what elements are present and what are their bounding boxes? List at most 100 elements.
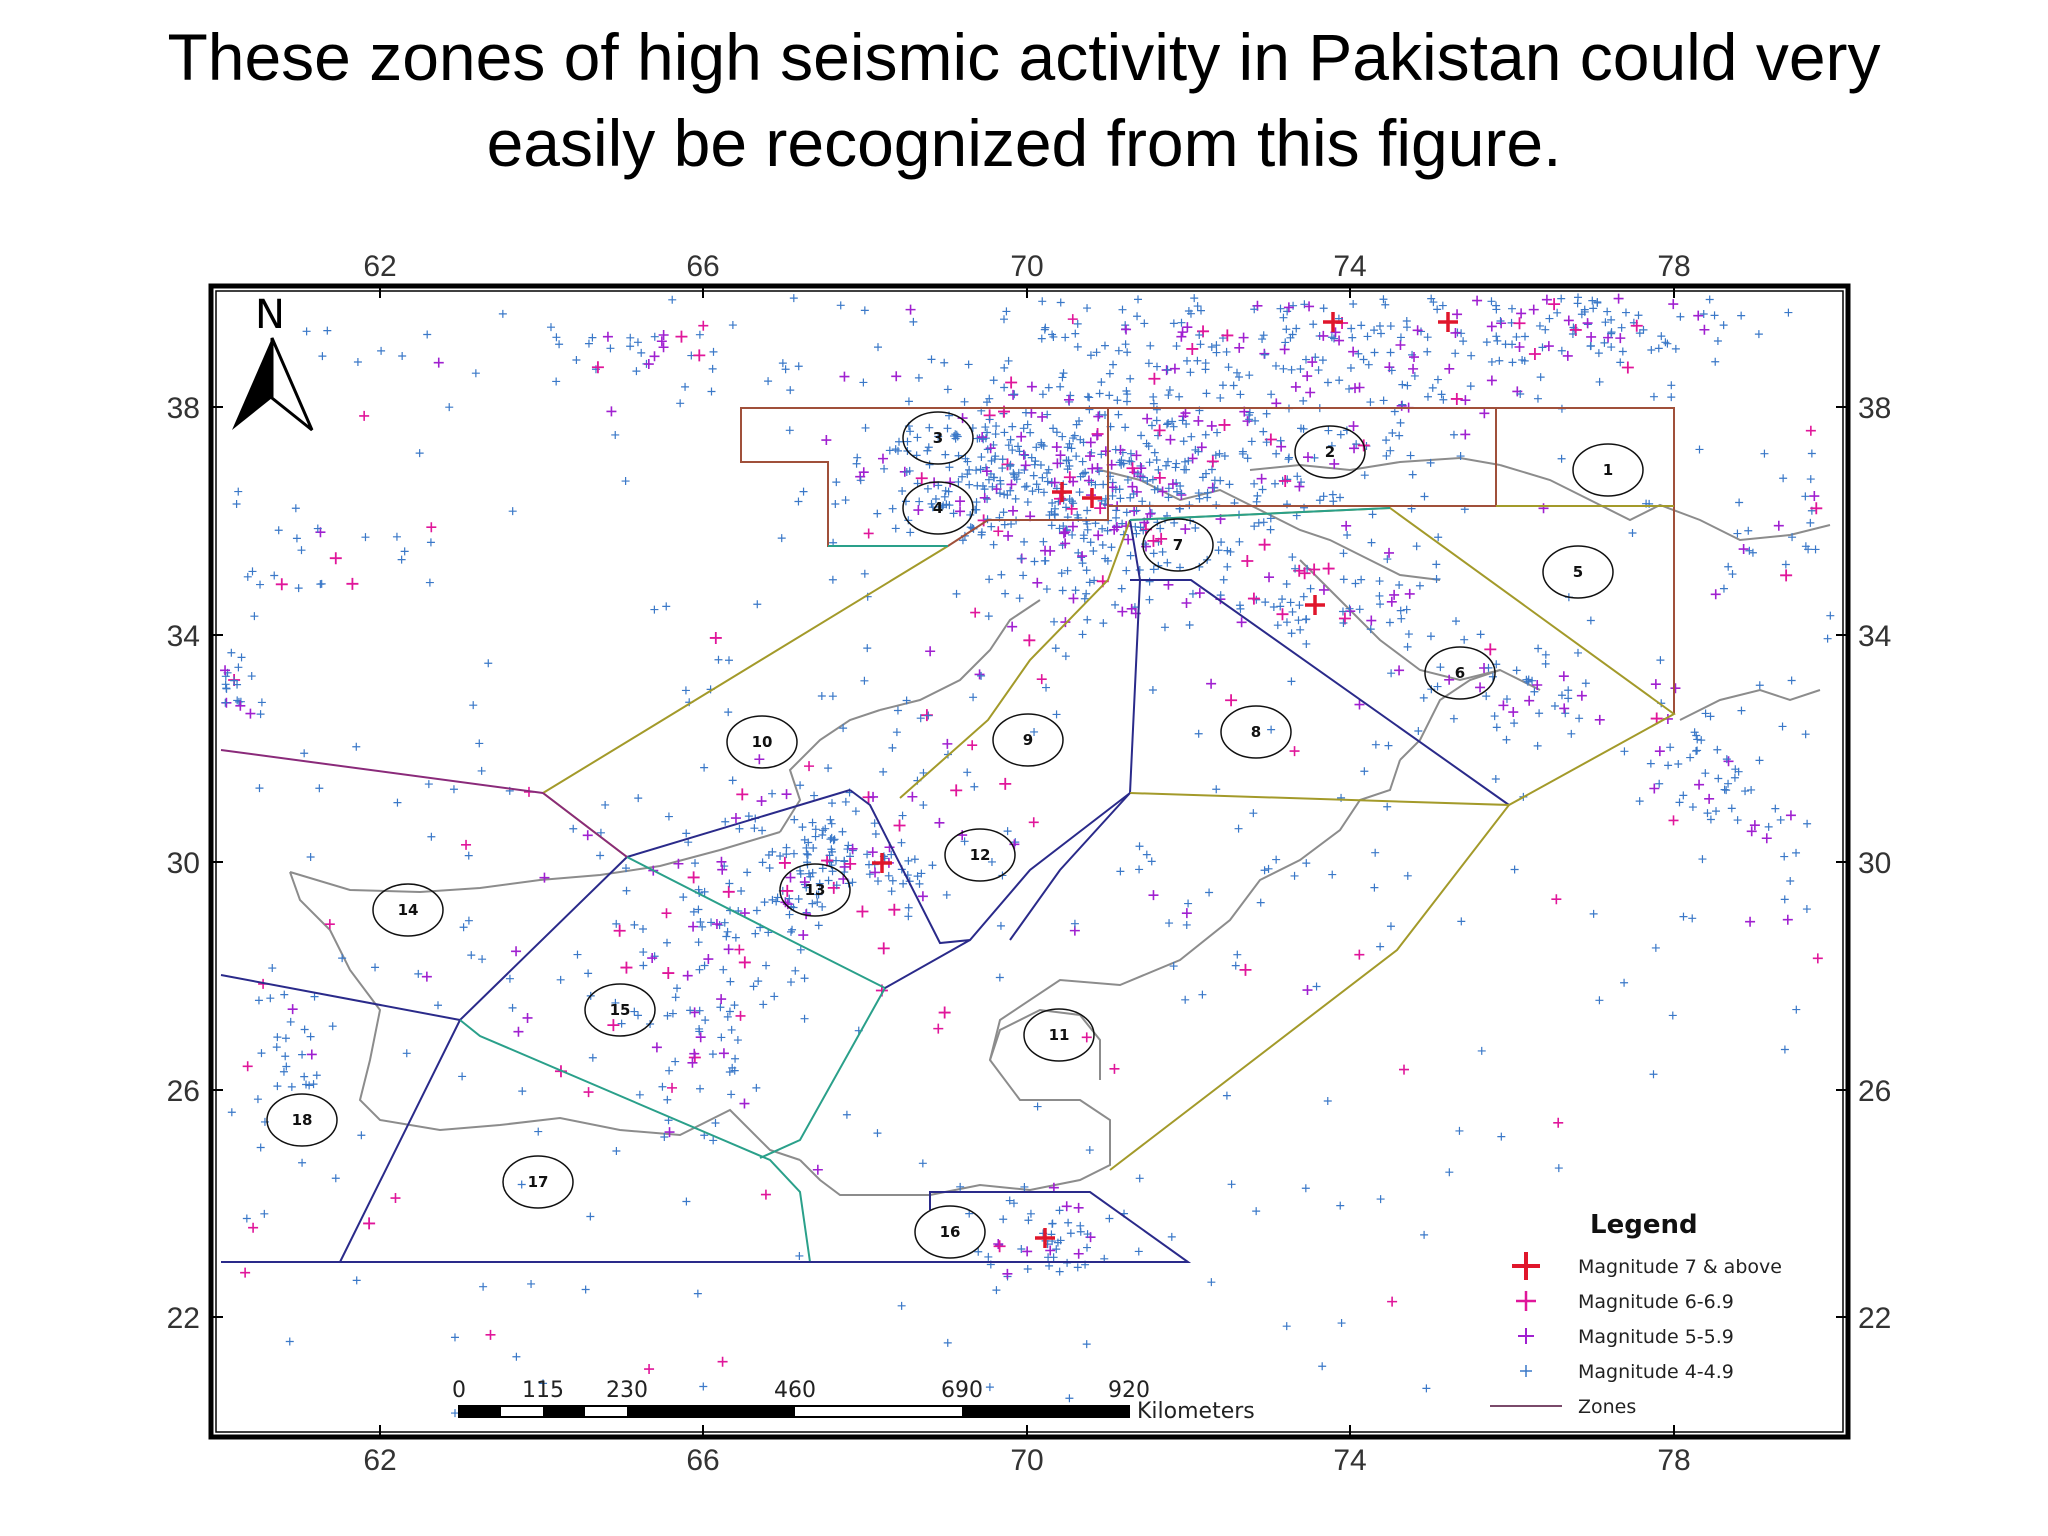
event-mag6 (644, 1364, 655, 1375)
event-mag4 (635, 1090, 644, 1099)
event-mag4 (377, 346, 386, 355)
event-mag4 (1370, 348, 1379, 357)
event-mag4 (1010, 390, 1019, 399)
event-mag4 (1149, 549, 1158, 558)
event-mag4 (1679, 791, 1688, 800)
zone-label-circle (779, 863, 851, 917)
event-mag4 (1125, 456, 1134, 465)
event-mag4 (256, 710, 265, 719)
zone-label-text: 18 (292, 1111, 313, 1129)
event-mag4 (1194, 729, 1203, 738)
event-mag6 (717, 1356, 728, 1367)
event-mag4 (306, 1032, 315, 1041)
event-mag5 (1003, 530, 1014, 541)
event-mag4 (1434, 533, 1443, 542)
event-mag4 (294, 584, 303, 593)
event-mag4 (459, 923, 468, 932)
event-mag4 (1220, 452, 1229, 461)
event-mag4 (1507, 304, 1516, 313)
event-mag4 (1044, 1253, 1053, 1262)
event-mag4 (445, 403, 454, 412)
event-mag4 (1132, 529, 1141, 538)
event-mag5 (606, 406, 617, 417)
event-mag4 (282, 1062, 291, 1071)
event-mag4 (1066, 391, 1075, 400)
event-mag6 (1298, 567, 1311, 580)
event-mag4 (611, 430, 620, 439)
event-mag5 (1049, 477, 1060, 488)
event-mag4 (701, 1016, 710, 1025)
event-mag6 (620, 961, 633, 974)
event-mag5 (421, 971, 432, 982)
event-mag5 (785, 872, 796, 883)
event-mag4 (777, 534, 786, 543)
event-mag4 (315, 784, 324, 793)
event-mag4 (1009, 469, 1018, 478)
event-mag4 (716, 1003, 725, 1012)
event-mag6 (933, 1023, 944, 1034)
event-mag4 (1175, 563, 1184, 572)
event-mag4 (1706, 815, 1715, 824)
event-mag4 (1098, 540, 1107, 549)
event-mag5 (664, 1127, 675, 1138)
event-mag5 (695, 1032, 706, 1043)
event-mag4 (1370, 883, 1379, 892)
event-mag4 (1508, 340, 1517, 349)
event-mag4 (1066, 1229, 1075, 1238)
event-mag4 (848, 878, 857, 887)
event-mag4 (1580, 305, 1589, 314)
lat-label-left-34: 34 (167, 620, 200, 653)
event-mag4 (1023, 1265, 1032, 1274)
event-mag4 (789, 294, 798, 303)
event-mag4 (247, 672, 256, 681)
zone-boundary (459, 1019, 811, 1263)
event-mag4 (1062, 503, 1071, 512)
event-mag4 (1491, 775, 1500, 784)
event-mag4 (268, 964, 277, 973)
coastline-segment (1249, 456, 1501, 472)
event-mag4 (518, 1087, 527, 1096)
event-mag4 (1082, 1340, 1091, 1349)
event-mag4 (569, 824, 578, 833)
event-mag4 (250, 612, 259, 621)
event-mag4 (1163, 558, 1172, 567)
event-mag4 (1038, 473, 1047, 482)
event-mag5 (1016, 431, 1027, 442)
event-mag6 (363, 1217, 376, 1230)
event-mag4 (892, 728, 901, 737)
event-mag5 (1386, 596, 1397, 607)
event-mag4 (676, 399, 685, 408)
event-mag4 (1207, 342, 1216, 351)
event-mag4 (1008, 422, 1017, 431)
event-mag5 (1650, 679, 1661, 690)
event-mag4 (1438, 301, 1447, 310)
event-mag4 (752, 1083, 761, 1092)
event-mag4 (707, 918, 716, 927)
event-mag4 (1371, 848, 1380, 857)
event-mag4 (1039, 537, 1048, 546)
event-mag5 (1305, 387, 1316, 398)
event-mag5 (689, 1048, 700, 1059)
event-mag4 (880, 464, 889, 473)
event-mag4 (1737, 706, 1746, 715)
event-mag4 (1009, 1199, 1018, 1208)
event-mag4 (927, 355, 936, 364)
event-mag4 (1165, 386, 1174, 395)
event-mag4 (1346, 364, 1355, 373)
event-mag4 (1387, 669, 1396, 678)
event-mag4 (1329, 497, 1338, 506)
zone-boundary (626, 789, 851, 858)
event-mag4 (1383, 555, 1392, 564)
event-mag4 (1172, 459, 1181, 468)
event-mag4 (1065, 1394, 1074, 1403)
event-mag4 (1105, 369, 1114, 378)
event-mag4 (1008, 446, 1017, 455)
zone-label-7: 7 (1142, 518, 1214, 572)
event-mag4 (285, 1337, 294, 1346)
event-mag5 (1538, 503, 1549, 514)
event-mag4 (1048, 1219, 1057, 1228)
event-mag4 (989, 473, 998, 482)
lat-label-left-22: 22 (167, 1302, 200, 1335)
event-mag4 (817, 692, 826, 701)
event-mag4 (1259, 427, 1268, 436)
